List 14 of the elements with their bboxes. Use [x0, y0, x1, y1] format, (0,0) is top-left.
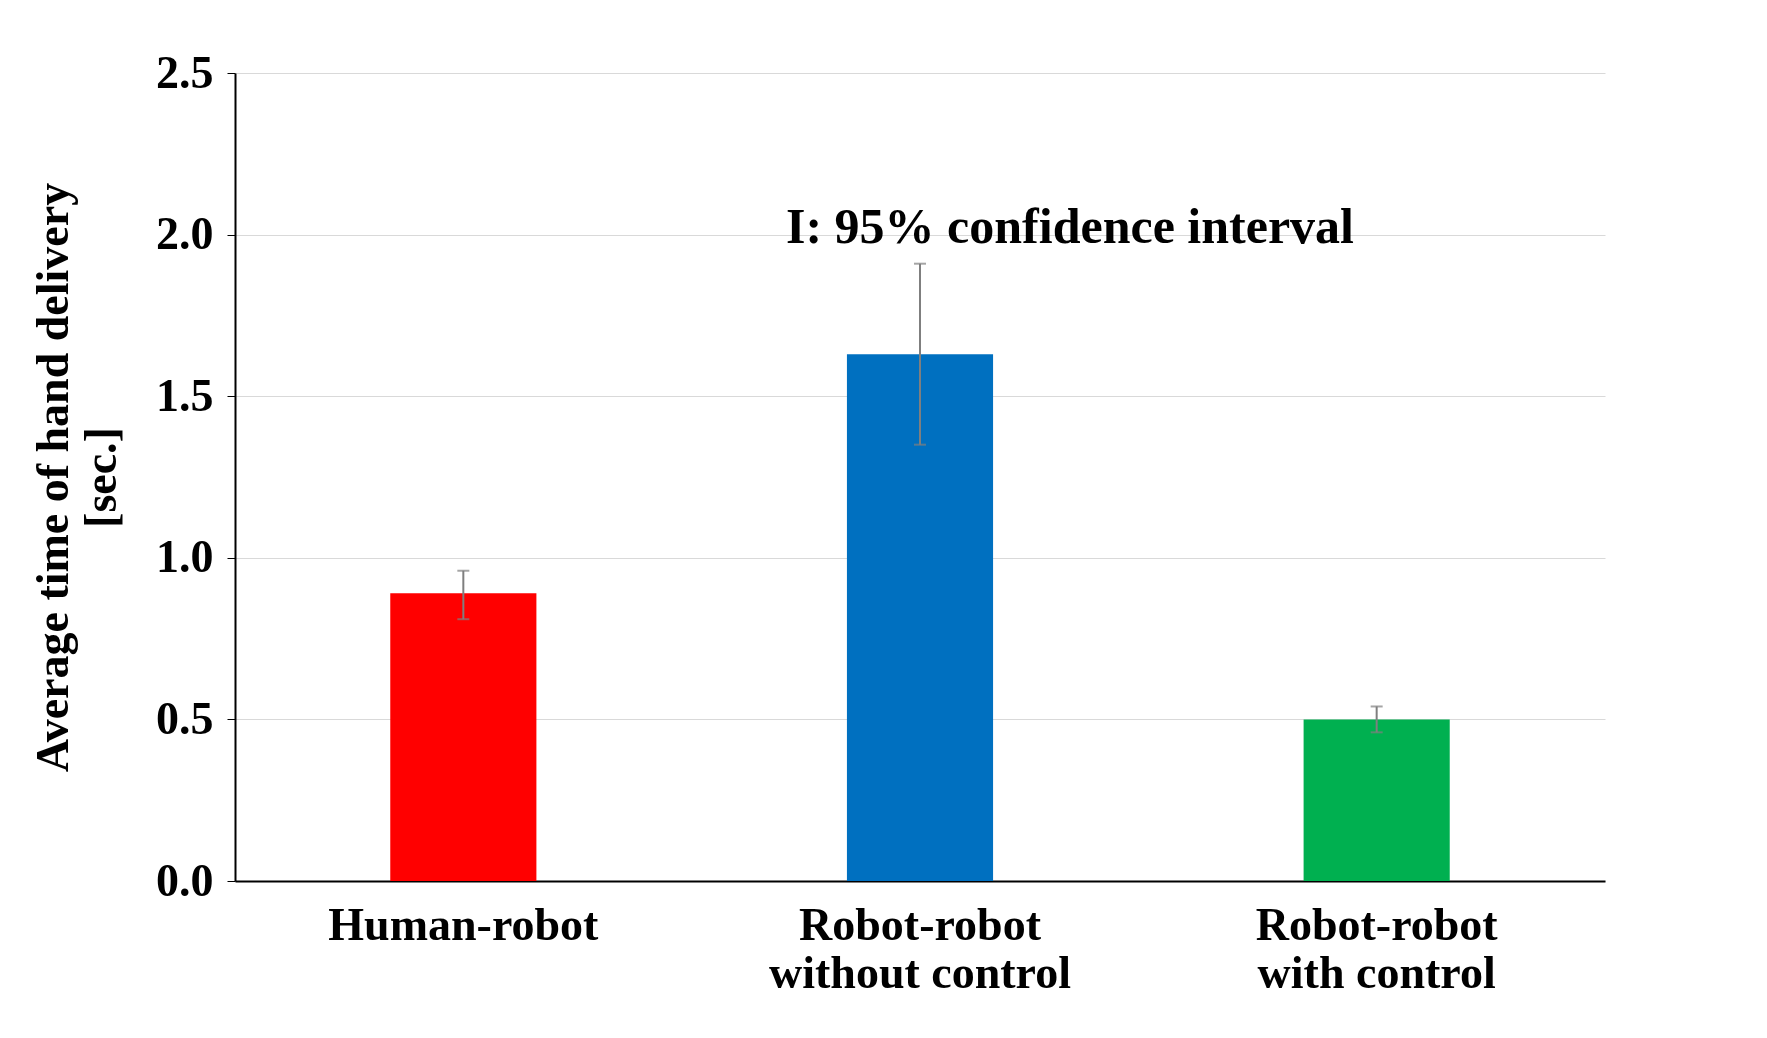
x-tick-label: Robot-robot without control — [769, 898, 1071, 998]
y-axis-title: Average time of hand delivery [sec.] — [27, 182, 126, 773]
y-tick-label: 1.0 — [156, 531, 214, 583]
y-tick-label: 0.5 — [156, 692, 214, 744]
x-tick-label: Human-robot — [328, 898, 600, 950]
y-tick-label: 1.5 — [156, 369, 214, 421]
y-tick-label: 2.0 — [156, 208, 214, 260]
x-tick-label: Robot-robot with control — [1255, 898, 1499, 998]
y-tick-label: 0.0 — [156, 854, 214, 906]
bar — [1303, 719, 1450, 881]
bar — [846, 354, 994, 881]
annotation: I: 95% confidence interval — [786, 198, 1355, 254]
bar — [390, 593, 537, 881]
y-tick-label: 2.5 — [156, 46, 214, 98]
